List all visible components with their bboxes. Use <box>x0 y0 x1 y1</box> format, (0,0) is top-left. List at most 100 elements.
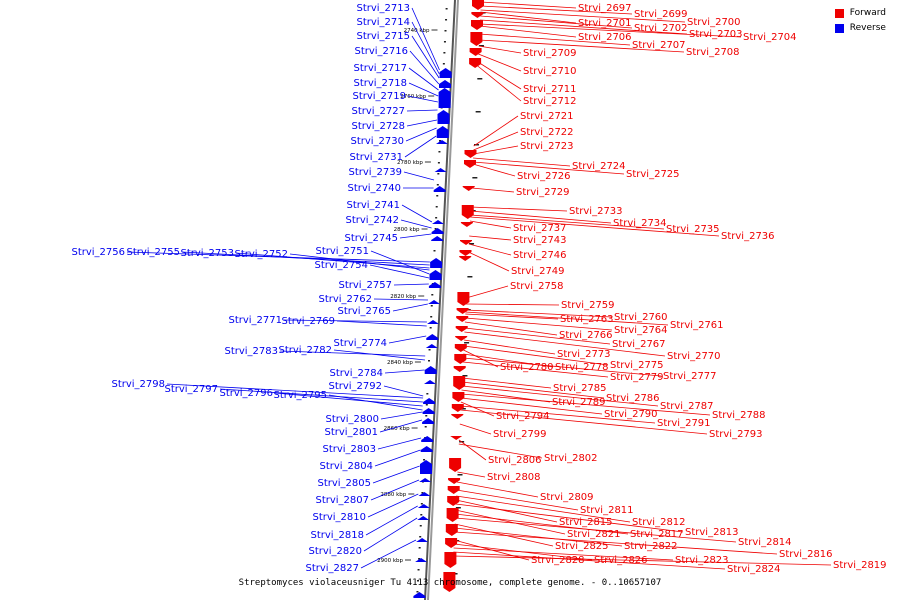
gene-label-strvi-2790[interactable]: Strvi_2790 <box>604 409 658 420</box>
reverse-gene-feature[interactable] <box>438 88 451 108</box>
gene-label-strvi-2792[interactable]: Strvi_2792 <box>328 381 382 392</box>
gene-label-strvi-2715[interactable]: Strvi_2715 <box>356 31 410 42</box>
reverse-gene-feature[interactable] <box>424 366 437 374</box>
gene-label-strvi-2714[interactable]: Strvi_2714 <box>356 17 410 28</box>
reverse-gene-feature[interactable] <box>416 538 429 542</box>
reverse-gene-feature[interactable] <box>432 220 444 224</box>
gene-label-strvi-2794[interactable]: Strvi_2794 <box>496 411 550 422</box>
forward-gene-feature[interactable] <box>450 436 463 440</box>
reverse-gene-feature[interactable] <box>424 380 436 384</box>
gene-label-strvi-2741[interactable]: Strvi_2741 <box>346 200 400 211</box>
gene-label-strvi-2771[interactable]: Strvi_2771 <box>228 315 282 326</box>
gene-label-strvi-2724[interactable]: Strvi_2724 <box>572 161 626 172</box>
gene-label-strvi-2737[interactable]: Strvi_2737 <box>513 223 567 234</box>
gene-label-strvi-2761[interactable]: Strvi_2761 <box>670 320 724 331</box>
gene-label-strvi-2701[interactable]: Strvi_2701 <box>578 18 632 29</box>
reverse-gene-feature[interactable] <box>417 516 430 520</box>
gene-label-strvi-2702[interactable]: Strvi_2702 <box>634 23 688 34</box>
forward-gene-feature[interactable] <box>462 186 475 191</box>
gene-label-strvi-2806[interactable]: Strvi_2806 <box>488 455 542 466</box>
reverse-gene-feature[interactable] <box>413 592 426 598</box>
gene-label-strvi-2770[interactable]: Strvi_2770 <box>667 351 721 362</box>
gene-label-strvi-2752[interactable]: Strvi_2752 <box>234 249 288 260</box>
gene-label-strvi-2793[interactable]: Strvi_2793 <box>709 429 763 440</box>
forward-gene-feature[interactable] <box>459 256 472 261</box>
reverse-gene-feature[interactable] <box>436 140 448 144</box>
gene-label-strvi-2745[interactable]: Strvi_2745 <box>344 233 398 244</box>
gene-label-strvi-2718[interactable]: Strvi_2718 <box>353 78 407 89</box>
forward-gene-feature[interactable] <box>451 414 464 419</box>
forward-gene-feature[interactable] <box>472 0 484 10</box>
reverse-gene-feature[interactable] <box>415 558 428 562</box>
reverse-gene-feature[interactable] <box>419 478 432 482</box>
gene-label-strvi-2816[interactable]: Strvi_2816 <box>779 549 833 560</box>
forward-gene-feature[interactable] <box>471 20 483 30</box>
reverse-gene-feature[interactable] <box>439 68 452 78</box>
reverse-gene-feature[interactable] <box>434 168 447 172</box>
gene-label-strvi-2760[interactable]: Strvi_2760 <box>614 312 668 323</box>
gene-label-strvi-2810[interactable]: Strvi_2810 <box>312 512 366 523</box>
gene-label-strvi-2717[interactable]: Strvi_2717 <box>353 63 407 74</box>
gene-label-strvi-2697[interactable]: Strvi_2697 <box>578 3 632 14</box>
forward-gene-feature[interactable] <box>444 552 457 568</box>
gene-label-strvi-2802[interactable]: Strvi_2802 <box>544 453 598 464</box>
reverse-gene-feature[interactable] <box>422 408 435 414</box>
gene-label-strvi-2735[interactable]: Strvi_2735 <box>666 224 720 235</box>
reverse-gene-feature[interactable] <box>420 460 432 474</box>
forward-gene-feature[interactable] <box>453 376 466 390</box>
gene-label-strvi-2703[interactable]: Strvi_2703 <box>689 29 743 40</box>
gene-label-strvi-2778[interactable]: Strvi_2778 <box>555 362 609 373</box>
forward-gene-feature[interactable] <box>461 205 474 219</box>
gene-label-strvi-2811[interactable]: Strvi_2811 <box>580 505 634 516</box>
gene-label-strvi-2723[interactable]: Strvi_2723 <box>520 141 574 152</box>
gene-label-strvi-2764[interactable]: Strvi_2764 <box>614 325 668 336</box>
gene-label-strvi-2767[interactable]: Strvi_2767 <box>612 339 666 350</box>
reverse-gene-feature[interactable] <box>420 446 433 452</box>
gene-label-strvi-2791[interactable]: Strvi_2791 <box>657 418 711 429</box>
forward-gene-feature[interactable] <box>464 150 477 158</box>
reverse-gene-feature[interactable] <box>428 282 441 288</box>
gene-label-strvi-2711[interactable]: Strvi_2711 <box>523 84 577 95</box>
gene-label-strvi-2708[interactable]: Strvi_2708 <box>686 47 740 58</box>
gene-label-strvi-2783[interactable]: Strvi_2783 <box>224 346 278 357</box>
gene-label-strvi-2787[interactable]: Strvi_2787 <box>660 401 714 412</box>
reverse-gene-feature[interactable] <box>427 320 439 324</box>
gene-label-strvi-2809[interactable]: Strvi_2809 <box>540 492 594 503</box>
gene-label-strvi-2785[interactable]: Strvi_2785 <box>553 383 607 394</box>
gene-label-strvi-2815[interactable]: Strvi_2815 <box>559 517 613 528</box>
reverse-gene-feature[interactable] <box>417 504 430 508</box>
gene-label-strvi-2823[interactable]: Strvi_2823 <box>675 555 729 566</box>
gene-label-strvi-2699[interactable]: Strvi_2699 <box>634 9 688 20</box>
forward-gene-feature[interactable] <box>470 32 483 46</box>
forward-gene-feature[interactable] <box>460 240 472 245</box>
gene-label-strvi-2799[interactable]: Strvi_2799 <box>493 429 547 440</box>
gene-label-strvi-2786[interactable]: Strvi_2786 <box>606 393 660 404</box>
gene-label-strvi-2814[interactable]: Strvi_2814 <box>738 537 792 548</box>
forward-gene-feature[interactable] <box>457 292 470 306</box>
gene-label-strvi-2754[interactable]: Strvi_2754 <box>314 260 368 271</box>
gene-label-strvi-2780[interactable]: Strvi_2780 <box>500 362 554 373</box>
gene-label-strvi-2828[interactable]: Strvi_2828 <box>531 555 585 566</box>
gene-label-strvi-2716[interactable]: Strvi_2716 <box>354 46 408 57</box>
gene-label-strvi-2736[interactable]: Strvi_2736 <box>721 231 775 242</box>
gene-label-strvi-2721[interactable]: Strvi_2721 <box>520 111 574 122</box>
forward-gene-feature[interactable] <box>449 458 462 472</box>
gene-label-strvi-2730[interactable]: Strvi_2730 <box>350 136 404 147</box>
gene-label-strvi-2755[interactable]: Strvi_2755 <box>126 247 180 258</box>
gene-label-strvi-2795[interactable]: Strvi_2795 <box>273 390 327 401</box>
gene-label-strvi-2722[interactable]: Strvi_2722 <box>520 127 574 138</box>
gene-label-strvi-2725[interactable]: Strvi_2725 <box>626 169 680 180</box>
reverse-gene-feature[interactable] <box>426 334 439 340</box>
gene-label-strvi-2805[interactable]: Strvi_2805 <box>317 478 371 489</box>
gene-label-strvi-2757[interactable]: Strvi_2757 <box>338 280 392 291</box>
gene-label-strvi-2719[interactable]: Strvi_2719 <box>352 91 406 102</box>
forward-gene-feature[interactable] <box>455 326 468 332</box>
forward-gene-feature[interactable] <box>446 508 459 522</box>
gene-label-strvi-2758[interactable]: Strvi_2758 <box>510 281 564 292</box>
gene-label-strvi-2765[interactable]: Strvi_2765 <box>337 306 391 317</box>
reverse-gene-feature[interactable] <box>430 258 443 268</box>
gene-label-strvi-2731[interactable]: Strvi_2731 <box>349 152 403 163</box>
gene-label-strvi-2798[interactable]: Strvi_2798 <box>111 379 165 390</box>
gene-label-strvi-2700[interactable]: Strvi_2700 <box>687 17 741 28</box>
gene-label-strvi-2709[interactable]: Strvi_2709 <box>523 48 577 59</box>
